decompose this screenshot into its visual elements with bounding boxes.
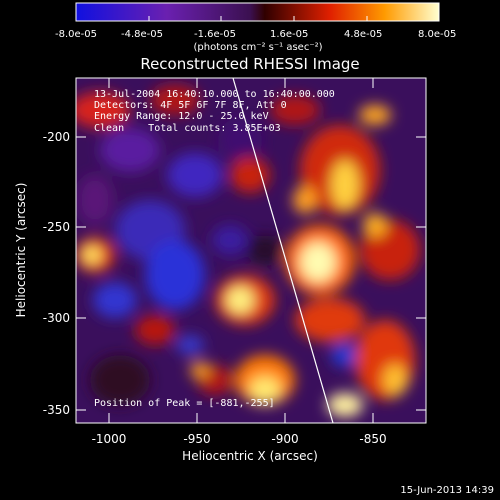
solar-limb-line	[232, 78, 334, 423]
x-axis-label: Heliocentric X (arcsec)	[182, 449, 318, 463]
colorbar	[75, 2, 440, 22]
plot-title: Reconstructed RHESSI Image	[140, 55, 359, 73]
colorbar-tick-label: -1.6e-05	[194, 29, 236, 40]
y-tick-label: -250	[43, 220, 70, 234]
colorbar-tick-label: 1.6e-05	[270, 29, 308, 40]
footer-date: 15-Jun-2013 14:39	[400, 485, 494, 496]
x-tick-label: -900	[271, 432, 298, 446]
colorbar-tick-label: 4.8e-05	[344, 29, 382, 40]
detectors-annotation: Detectors: 4F 5F 6F 7F 8F, Att 0	[94, 100, 287, 111]
energy-annotation: Energy Range: 12.0 - 25.0 keV	[94, 111, 269, 122]
y-tick-label: -300	[43, 311, 70, 325]
x-tick-label: -850	[359, 432, 386, 446]
colorbar-units: (photons cm⁻² s⁻¹ asec⁻²)	[193, 42, 322, 53]
colorbar-ticks	[148, 16, 368, 21]
rhessi-image	[76, 78, 426, 423]
time-range-annotation: 13-Jul-2004 16:40:10.000 to 16:40:00.000	[94, 89, 335, 100]
colorbar-tick-label: -4.8e-05	[121, 29, 163, 40]
y-tick-label: -200	[43, 130, 70, 144]
plot-frame	[75, 77, 427, 424]
colorbar-tick-label: 8.0e-05	[418, 29, 456, 40]
x-tick-label: -1000	[92, 432, 127, 446]
clean-annotation: Clean Total counts: 3.85E+03	[94, 123, 281, 134]
y-axis-ticks	[76, 136, 426, 411]
x-tick-label: -950	[183, 432, 210, 446]
x-axis-ticks	[108, 78, 374, 423]
colorbar-tick-label: -8.0e-05	[55, 29, 97, 40]
y-tick-label: -350	[43, 403, 70, 417]
peak-position-annotation: Position of Peak = [-881,-255]	[94, 398, 275, 409]
y-axis-label: Heliocentric Y (arcsec)	[14, 183, 28, 318]
